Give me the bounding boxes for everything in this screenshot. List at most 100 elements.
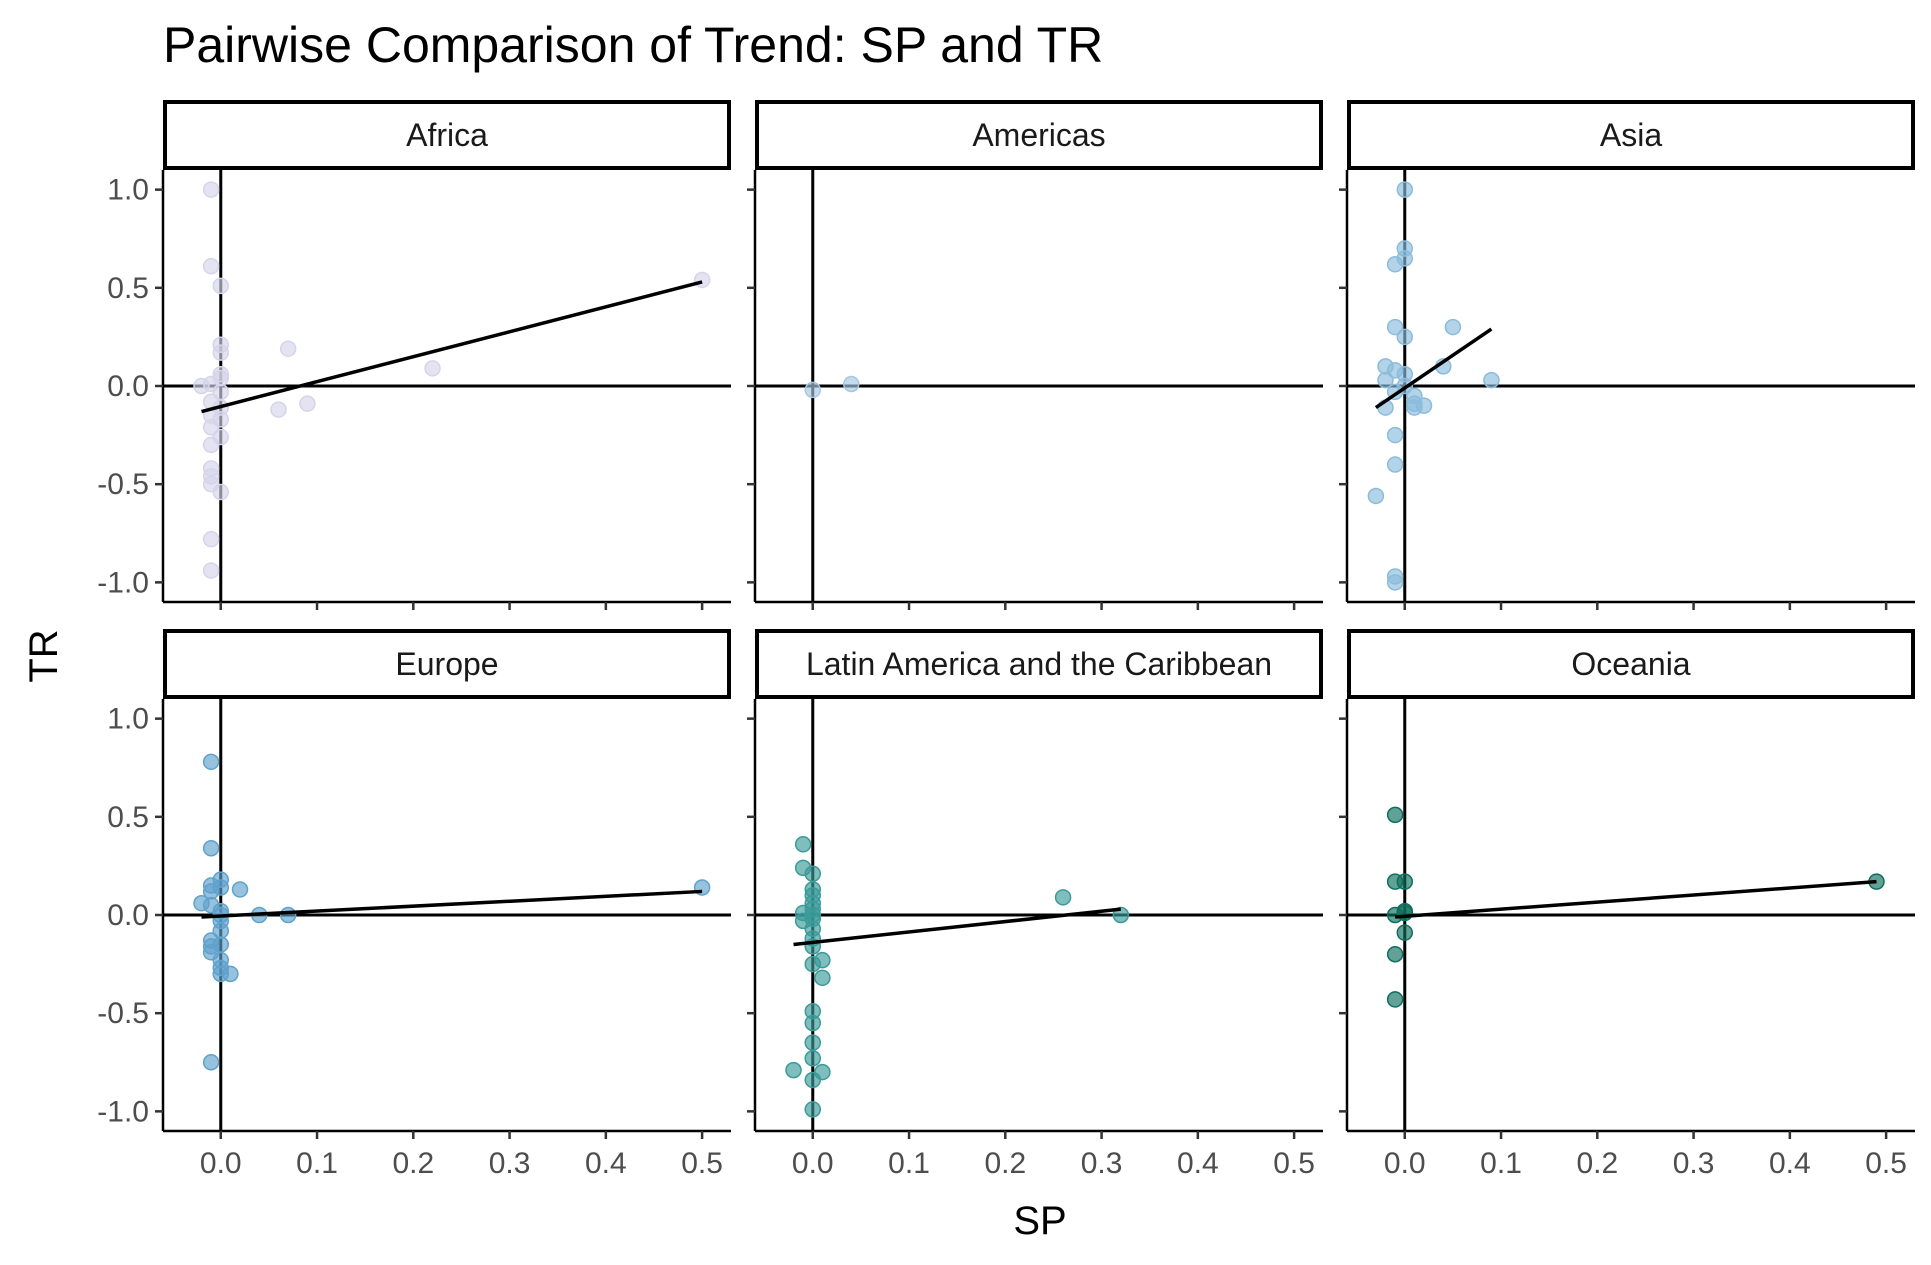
- data-point: [804, 1101, 822, 1118]
- data-point: [1386, 456, 1404, 473]
- data-point: [1386, 318, 1404, 336]
- data-point: [814, 969, 831, 987]
- data-point: [279, 906, 297, 924]
- x-tick-label: 0.3: [1081, 1147, 1123, 1180]
- x-tick-label: 0.4: [585, 1147, 627, 1180]
- data-point: [202, 181, 220, 198]
- x-tick-label: 0.1: [296, 1147, 338, 1180]
- data-point: [1396, 873, 1414, 890]
- y-tick-label: 0.5: [107, 801, 149, 834]
- data-point: [1386, 991, 1404, 1008]
- x-tick-label: 0.5: [1865, 1147, 1907, 1180]
- data-point: [1415, 397, 1433, 414]
- data-point: [804, 1034, 822, 1051]
- strip-label: Asia: [1600, 117, 1662, 153]
- x-tick-label: 0.1: [1480, 1147, 1522, 1180]
- y-tick-label: -1.0: [97, 566, 149, 599]
- data-point: [794, 836, 812, 853]
- x-tick-label: 0.0: [1384, 1147, 1426, 1180]
- data-point: [202, 839, 220, 857]
- data-point: [1377, 371, 1394, 389]
- data-point: [1386, 946, 1404, 963]
- data-point: [202, 436, 220, 454]
- data-point: [299, 395, 316, 412]
- x-tick-label: 0.4: [1177, 1147, 1219, 1180]
- data-point: [222, 965, 239, 983]
- fit-line: [201, 280, 703, 414]
- y-tick-label: -1.0: [97, 1095, 149, 1128]
- data-point: [804, 865, 822, 883]
- data-point: [231, 881, 249, 898]
- data-point: [814, 951, 831, 969]
- data-point: [202, 562, 220, 579]
- data-point: [212, 483, 230, 501]
- facet-panel-asia: Asia: [1339, 100, 1915, 610]
- x-tick-label: 0.3: [489, 1147, 531, 1180]
- y-axis-title: TR: [22, 629, 66, 682]
- strip-box: [755, 629, 1323, 699]
- y-tick-label: 1.0: [107, 703, 149, 736]
- strip-label: Africa: [406, 117, 488, 153]
- x-tick-label: 0.2: [1576, 1147, 1618, 1180]
- data-point: [1386, 574, 1404, 591]
- data-point: [212, 936, 230, 953]
- y-tick-label: 0.5: [107, 272, 149, 305]
- fit-line: [201, 889, 703, 919]
- facet-panel-americas: Americas: [747, 100, 1323, 610]
- x-tick-label: 0.3: [1673, 1147, 1715, 1180]
- y-tick-label: 0.0: [107, 899, 149, 932]
- data-point: [1367, 487, 1385, 505]
- data-point: [1386, 256, 1404, 273]
- data-point: [804, 1014, 822, 1032]
- strip-box: [163, 100, 731, 170]
- strip-label: Latin America and the Caribbean: [806, 646, 1272, 682]
- strip-label: Oceania: [1571, 646, 1690, 682]
- strip-box: [1347, 629, 1915, 699]
- data-point: [424, 360, 441, 377]
- strip-label: Europe: [395, 646, 498, 682]
- data-point: [202, 530, 220, 548]
- data-point: [785, 1061, 802, 1079]
- x-tick-label: 0.1: [888, 1147, 930, 1180]
- strip-label: Americas: [972, 117, 1105, 153]
- y-tick-label: 0.0: [107, 370, 149, 403]
- data-point: [202, 753, 220, 771]
- x-tick-label: 0.0: [792, 1147, 834, 1180]
- data-point: [693, 271, 711, 289]
- data-point: [212, 344, 230, 361]
- facet-panel-europe: Europe 1.0 0.5 0.0 -0.5 -1.0 0.0 0.1 0.2 0.3 0.4 0.…: [97, 629, 731, 1180]
- data-point: [1054, 889, 1072, 906]
- x-axis-title: SP: [1013, 1199, 1066, 1243]
- x-tick-label: 0.2: [984, 1147, 1026, 1180]
- x-tick-label: 0.5: [681, 1147, 723, 1180]
- fit-line: [1395, 879, 1877, 919]
- fit-line: [793, 907, 1122, 947]
- fit-line: [1374, 327, 1493, 410]
- data-point: [804, 1071, 822, 1089]
- strip-box: [1347, 100, 1915, 170]
- data-point: [843, 375, 860, 393]
- data-point: [1396, 924, 1414, 941]
- data-point: [202, 418, 220, 436]
- chart-title: Pairwise Comparison of Trend: SP and TR: [163, 17, 1103, 73]
- y-tick-label: -0.5: [97, 997, 149, 1030]
- data-point: [270, 401, 287, 418]
- x-tick-label: 0.5: [1273, 1147, 1315, 1180]
- data-point: [1396, 181, 1414, 198]
- data-point: [279, 340, 297, 357]
- data-point: [1444, 318, 1462, 336]
- data-point: [1386, 806, 1404, 824]
- data-point: [1483, 371, 1500, 389]
- data-point: [1386, 426, 1404, 444]
- strip-box: [755, 100, 1323, 170]
- x-tick-label: 0.2: [392, 1147, 434, 1180]
- facet-panels: Africa 1.0 0.5 0.0 -0.5 -1.0 Americas Asia Europ…: [97, 100, 1915, 1180]
- data-point: [202, 1054, 220, 1071]
- facet-panel-latin-america-and-the-caribbean: Latin America and the Caribbean 0.0 0.1 0.2…: [747, 629, 1323, 1180]
- strip-box: [163, 629, 731, 699]
- data-point: [202, 257, 220, 275]
- facet-panel-oceania: Oceania 0.0 0.1 0.2 0.3 0.4 0.5: [1339, 629, 1915, 1180]
- data-point: [1396, 328, 1414, 346]
